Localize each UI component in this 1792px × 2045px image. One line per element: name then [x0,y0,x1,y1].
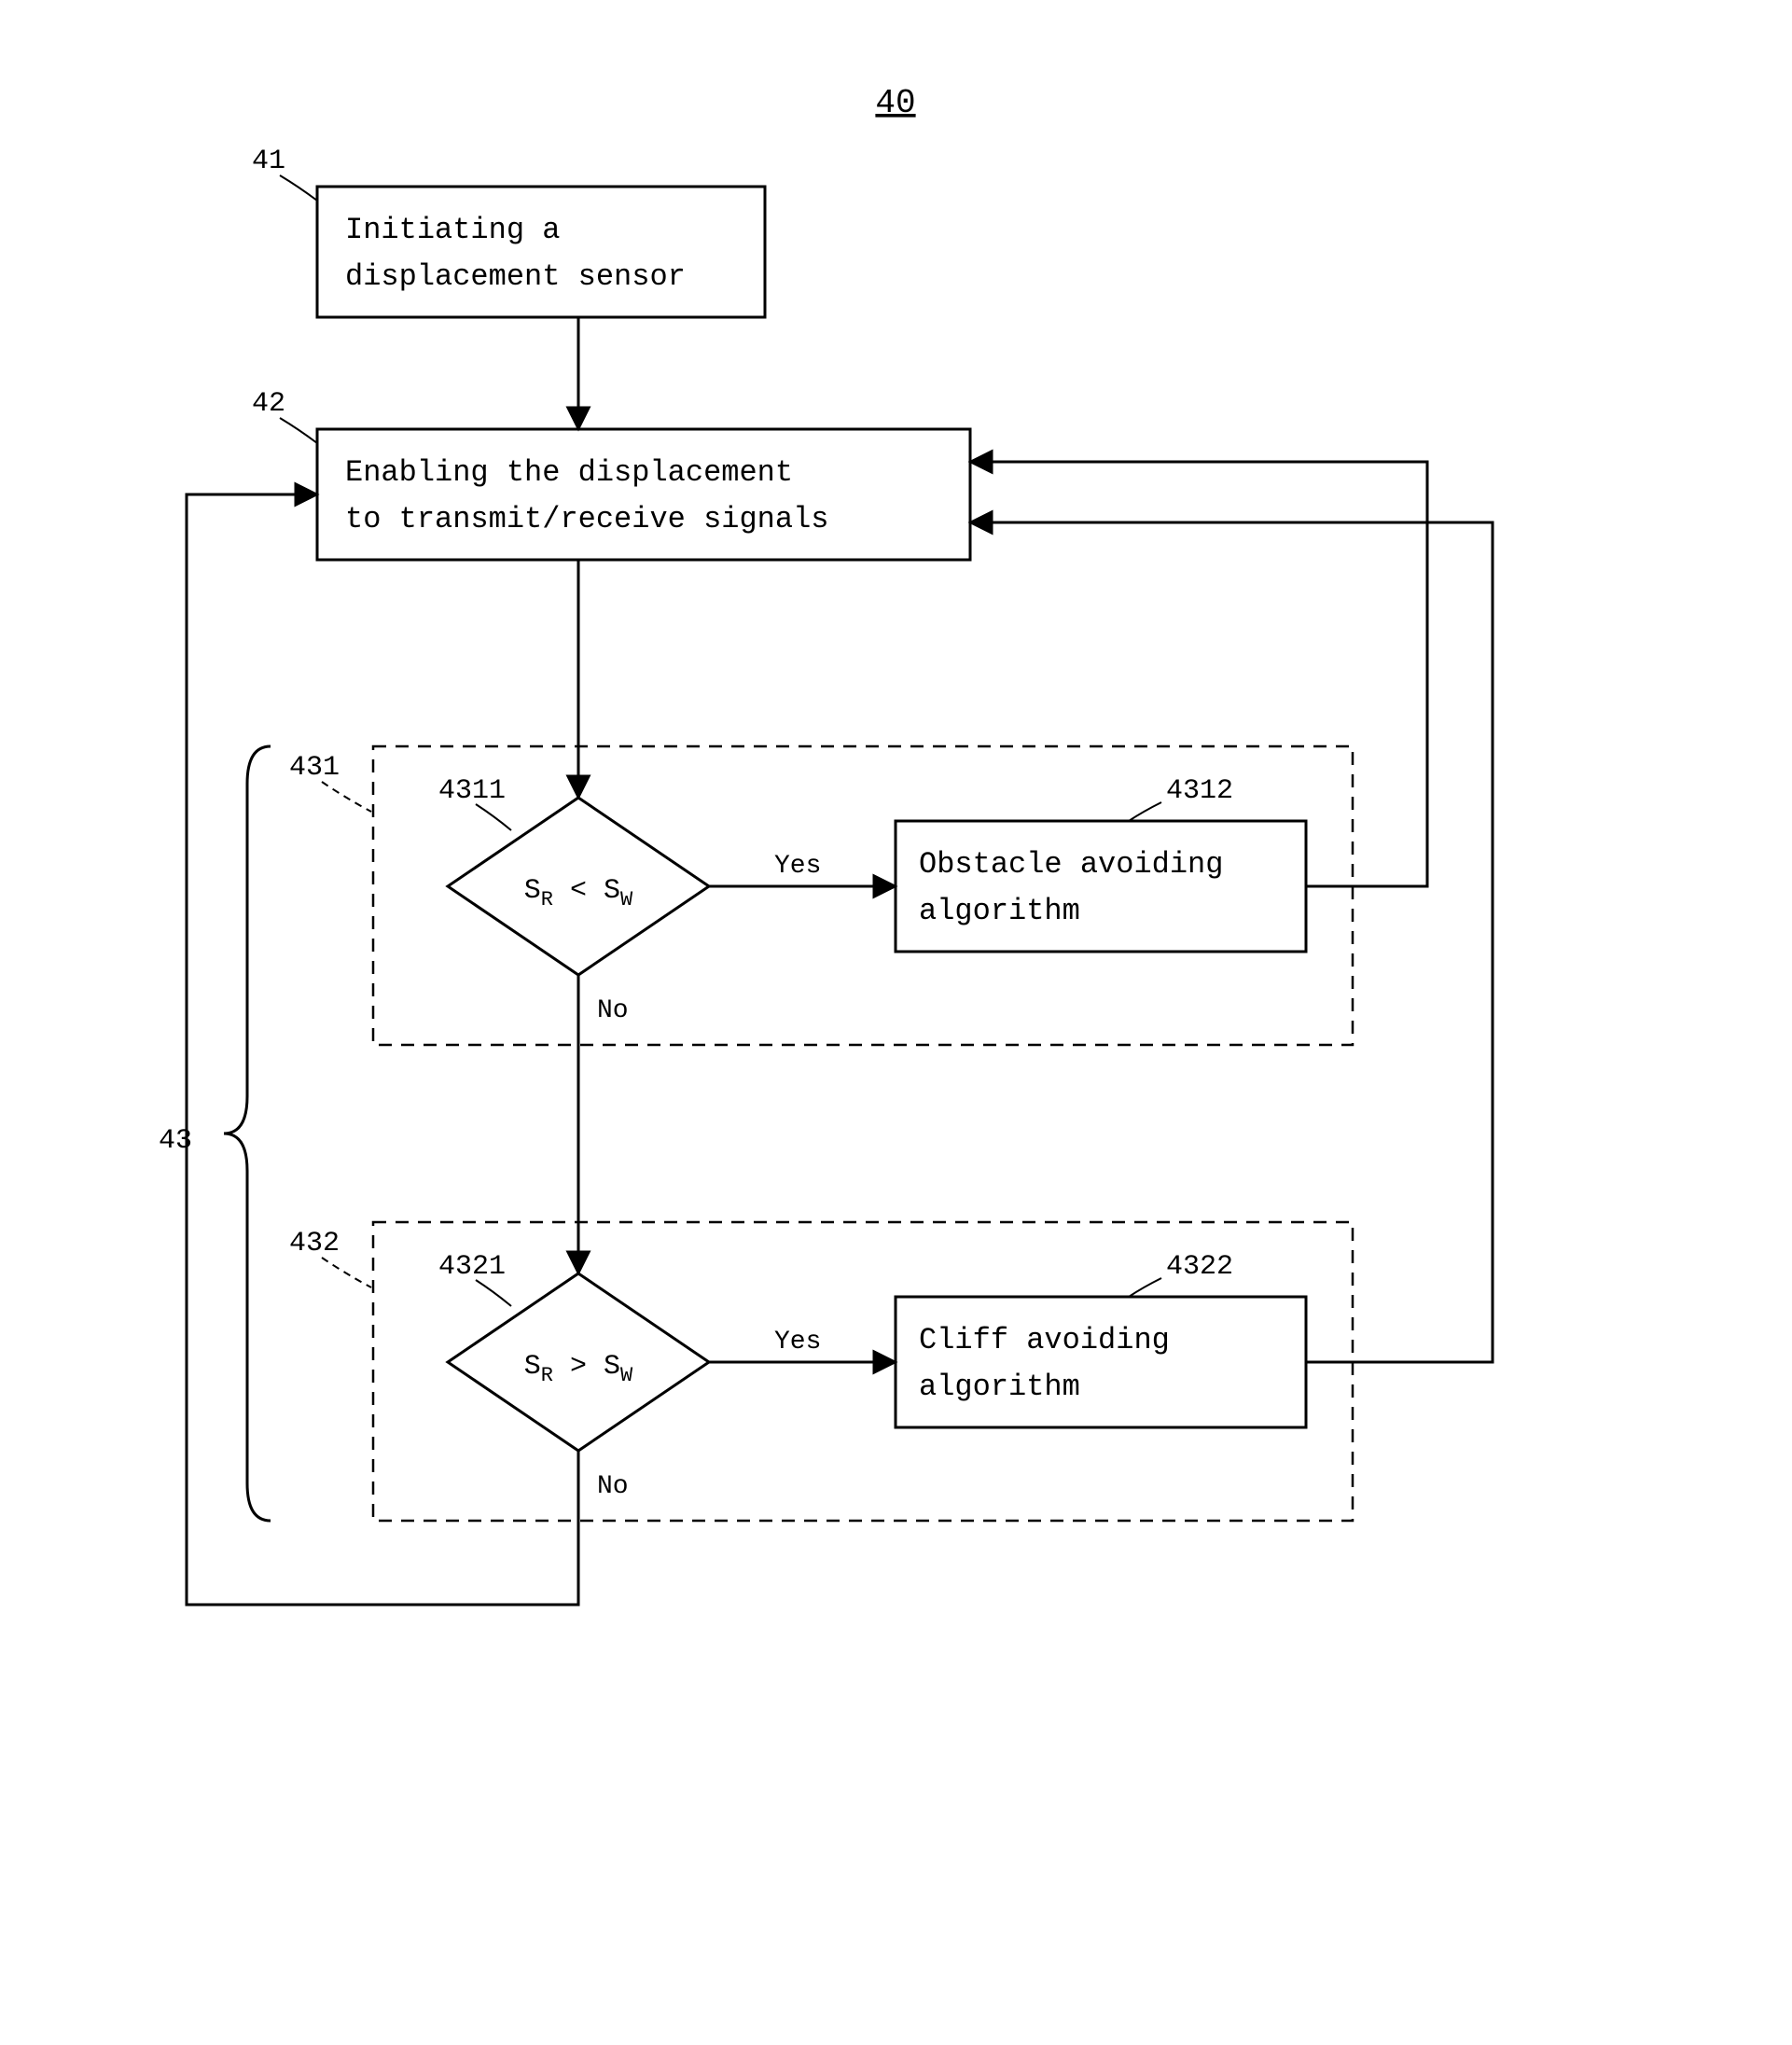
edge-4322-42 [972,522,1493,1362]
brace-43: 43 [159,746,271,1521]
leader-4322 [1129,1278,1161,1297]
node-4322-line1: Cliff avoiding [919,1323,1170,1357]
leader-41 [280,175,317,201]
leader-4312 [1129,802,1161,821]
edge-4312-42 [972,462,1427,886]
label-yes1: Yes [774,852,821,881]
node-42-line2: to transmit/receive signals [345,502,828,536]
label-no1: No [597,996,629,1025]
node-4312-line2: algorithm [919,894,1080,928]
node-42-line1: Enabling the displacement [345,455,793,490]
ref-4322: 4322 [1166,1251,1233,1283]
node-4312: Obstacle avoiding algorithm [896,821,1306,952]
node-4312-line1: Obstacle avoiding [919,847,1223,882]
diagram-main-label: 40 [875,84,915,122]
ref-4312: 4312 [1166,775,1233,807]
label-yes2: Yes [774,1328,821,1356]
leader-4321 [476,1280,511,1306]
ref-431: 431 [289,752,340,784]
ref-432: 432 [289,1228,340,1259]
node-42: Enabling the displacement to transmit/re… [317,429,970,560]
svg-text:SR < SW: SR < SW [524,875,633,911]
svg-text:SR > SW: SR > SW [524,1351,633,1387]
leader-42 [280,418,317,443]
edge-4321-no [187,494,578,1605]
node-41-line1: Initiating a [345,213,560,247]
decision-4311: SR < SW [448,798,709,975]
leader-4311 [476,804,511,830]
ref-43: 43 [159,1125,192,1157]
node-41: Initiating a displacement sensor [317,187,765,317]
label-no2: No [597,1472,629,1501]
ref-4321: 4321 [438,1251,506,1283]
node-4322-line2: algorithm [919,1370,1080,1404]
node-4322: Cliff avoiding algorithm [896,1297,1306,1427]
leader-432 [322,1258,371,1287]
flowchart-svg: 40 Initiating a displacement sensor 41 E… [0,0,1792,2045]
decision-4321: SR > SW [448,1273,709,1451]
leader-431 [322,782,371,812]
node-41-line2: displacement sensor [345,259,686,294]
ref-42: 42 [252,388,285,420]
ref-41: 41 [252,146,285,177]
ref-4311: 4311 [438,775,506,807]
